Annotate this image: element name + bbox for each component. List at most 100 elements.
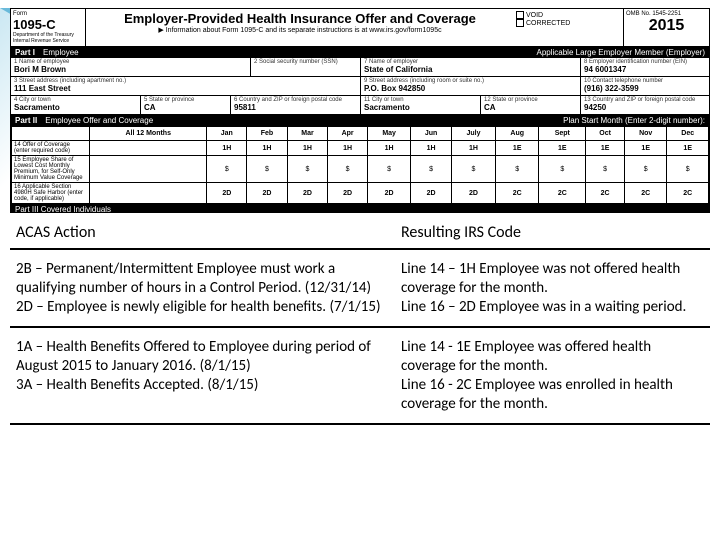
form-1095c: Form 1095-C Department of the Treasury I…	[10, 8, 710, 213]
f4-value: Sacramento	[14, 103, 137, 112]
void-label: VOID	[526, 12, 543, 19]
part1-title: Employee	[43, 48, 79, 57]
r16-8: 2C	[496, 183, 539, 204]
part1-label: Part I	[15, 48, 35, 57]
form-number: 1095-C	[13, 17, 83, 32]
explain-r1c2: Line 14 – 1H Employee was not offered he…	[395, 249, 710, 327]
r14-1: 1H	[207, 141, 247, 156]
r16-12: 2C	[667, 183, 709, 204]
mh11: Nov	[625, 127, 667, 141]
r15-6: $	[411, 156, 452, 183]
r15-1: $	[207, 156, 247, 183]
mh6: Jun	[411, 127, 452, 141]
f10-value: (916) 322-3599	[584, 84, 706, 93]
f5-value: CA	[144, 103, 227, 112]
form-subtitle: ▶ Information about Form 1095-C and its …	[90, 26, 510, 34]
explain-r1c1: 2B – Permanent/Intermittent Employee mus…	[10, 249, 395, 327]
r14-12: 1E	[667, 141, 709, 156]
r16-5: 2D	[367, 183, 410, 204]
mh7: July	[451, 127, 495, 141]
r16-2: 2D	[247, 183, 288, 204]
r14-11: 1E	[625, 141, 667, 156]
coverage-grid: All 12 MonthsJanFebMarAprMayJunJulyAugSe…	[11, 126, 709, 204]
r15-9: $	[539, 156, 586, 183]
r16-4: 2D	[328, 183, 368, 204]
f1-value: Bori M Brown	[14, 65, 247, 74]
r16-1: 2D	[207, 183, 247, 204]
r15-4: $	[328, 156, 368, 183]
mh0: All 12 Months	[90, 127, 207, 141]
r16-10: 2C	[586, 183, 625, 204]
f12-value: CA	[484, 103, 577, 112]
r15-label: 15 Employee Share of Lowest Cost Monthly…	[12, 156, 90, 183]
r14-5: 1H	[367, 141, 410, 156]
fields-row-1: 1 Name of employeeBori M Brown 2 Social …	[11, 58, 709, 77]
r15-11: $	[625, 156, 667, 183]
r14-label: 14 Offer of Coverage (enter required cod…	[12, 141, 90, 156]
mh1: Jan	[207, 127, 247, 141]
fields-row-3: 4 City or townSacramento 5 State or prov…	[11, 96, 709, 115]
mh9: Sept	[539, 127, 586, 141]
part3-bar: Part III Covered Individuals	[11, 204, 709, 212]
form-year-box: OMB No. 1545-2251 2015	[624, 9, 709, 46]
explain-row-2: 1A – Health Benefits Offered to Employee…	[10, 327, 710, 424]
r15-0	[90, 156, 207, 183]
r15-7: $	[451, 156, 495, 183]
form-year: 2015	[626, 17, 707, 35]
mh12: Dec	[667, 127, 709, 141]
explain-row-1: 2B – Permanent/Intermittent Employee mus…	[10, 249, 710, 327]
r15-2: $	[247, 156, 288, 183]
explain-r2c2: Line 14 - 1E Employee was offered health…	[395, 327, 710, 424]
f11-value: Sacramento	[364, 103, 477, 112]
part2-right: Plan Start Month (Enter 2-digit number):	[563, 116, 705, 125]
part2-label: Part II	[15, 116, 37, 125]
void-checkbox	[516, 11, 524, 19]
r16-3: 2D	[287, 183, 328, 204]
r14-0	[90, 141, 207, 156]
explanation-table: ACAS Action Resulting IRS Code 2B – Perm…	[10, 219, 710, 425]
part1-bar: Part I Employee Applicable Large Employe…	[11, 47, 709, 58]
r15-8: $	[496, 156, 539, 183]
r16-7: 2D	[451, 183, 495, 204]
r14-4: 1H	[328, 141, 368, 156]
form-header: Form 1095-C Department of the Treasury I…	[11, 9, 709, 47]
r15-12: $	[667, 156, 709, 183]
r14-10: 1E	[586, 141, 625, 156]
form-checkboxes: VOID CORRECTED	[514, 9, 624, 46]
row-14: 14 Offer of Coverage (enter required cod…	[12, 141, 709, 156]
row-16: 16 Applicable Section 4980H Safe Harbor …	[12, 183, 709, 204]
f3-value: 111 East Street	[14, 84, 357, 93]
r16-0	[90, 183, 207, 204]
corrected-checkbox	[516, 19, 524, 27]
r16-label: 16 Applicable Section 4980H Safe Harbor …	[12, 183, 90, 204]
r15-3: $	[287, 156, 328, 183]
r14-6: 1H	[411, 141, 452, 156]
mh4: Apr	[328, 127, 368, 141]
mh2: Feb	[247, 127, 288, 141]
part2-bar: Part II Employee Offer and Coverage Plan…	[11, 115, 709, 126]
explain-header-row: ACAS Action Resulting IRS Code	[10, 219, 710, 249]
mh10: Oct	[586, 127, 625, 141]
explain-h2: Resulting IRS Code	[395, 219, 710, 249]
row-15: 15 Employee Share of Lowest Cost Monthly…	[12, 156, 709, 183]
r15-10: $	[586, 156, 625, 183]
mh8: Aug	[496, 127, 539, 141]
r14-7: 1H	[451, 141, 495, 156]
f6-value: 95811	[234, 103, 357, 112]
form-dept: Department of the Treasury Internal Reve…	[13, 32, 83, 44]
f7-value: State of California	[364, 65, 577, 74]
f9-value: P.O. Box 942850	[364, 84, 577, 93]
explain-h1: ACAS Action	[10, 219, 395, 249]
mh5: May	[367, 127, 410, 141]
r14-3: 1H	[287, 141, 328, 156]
fields-row-2: 3 Street address (including apartment no…	[11, 77, 709, 96]
r15-5: $	[367, 156, 410, 183]
f13-value: 94250	[584, 103, 706, 112]
form-number-box: Form 1095-C Department of the Treasury I…	[11, 9, 86, 46]
r16-6: 2D	[411, 183, 452, 204]
part1-right: Applicable Large Employer Member (Employ…	[536, 48, 705, 57]
f8-value: 94 6001347	[584, 65, 706, 74]
r14-8: 1E	[496, 141, 539, 156]
mh3: Mar	[287, 127, 328, 141]
grid-header-row: All 12 MonthsJanFebMarAprMayJunJulyAugSe…	[12, 127, 709, 141]
